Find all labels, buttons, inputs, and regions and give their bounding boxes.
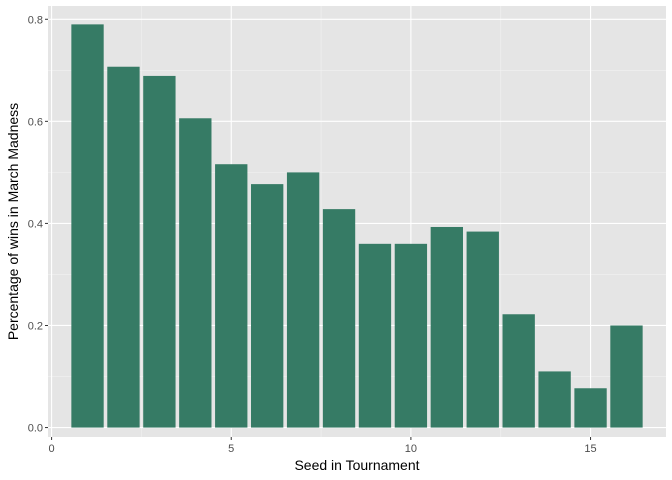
bar-seed-4 — [179, 118, 212, 428]
bar-seed-14 — [538, 371, 571, 428]
bar-seed-10 — [394, 243, 428, 428]
bar-seed-8 — [322, 209, 356, 428]
bar-seed-2 — [107, 66, 140, 428]
y-tick-label: 0.0 — [28, 423, 43, 435]
bar-seed-1 — [71, 24, 104, 428]
bar-seed-5 — [215, 164, 248, 428]
y-axis-title: Percentage of wins in March Madness — [5, 103, 21, 340]
x-tick-label: 10 — [405, 443, 417, 455]
y-tick-label: 0.6 — [28, 116, 43, 128]
x-tick-label: 0 — [49, 443, 55, 455]
y-tick-label: 0.8 — [28, 14, 43, 26]
bar-seed-3 — [143, 75, 176, 428]
plot-panel — [48, 6, 666, 437]
bar-seed-12 — [466, 231, 499, 428]
x-tick-label: 5 — [228, 443, 234, 455]
y-tick-label: 0.2 — [28, 320, 43, 332]
bar-seed-16 — [610, 325, 643, 428]
bars — [71, 24, 643, 428]
bar-seed-9 — [358, 243, 392, 428]
x-tick-label: 15 — [584, 443, 596, 455]
y-axis: 0.0 0.2 0.4 0.6 0.8 — [28, 14, 48, 435]
bar-seed-13 — [502, 314, 535, 428]
x-axis-title: Seed in Tournament — [294, 457, 419, 473]
x-axis: 0 5 10 15 — [49, 437, 597, 455]
bar-seed-6 — [251, 184, 284, 428]
bar-seed-11 — [430, 226, 463, 428]
bar-seed-7 — [286, 172, 320, 428]
bar-seed-15 — [574, 388, 607, 428]
y-tick-label: 0.4 — [28, 218, 43, 230]
